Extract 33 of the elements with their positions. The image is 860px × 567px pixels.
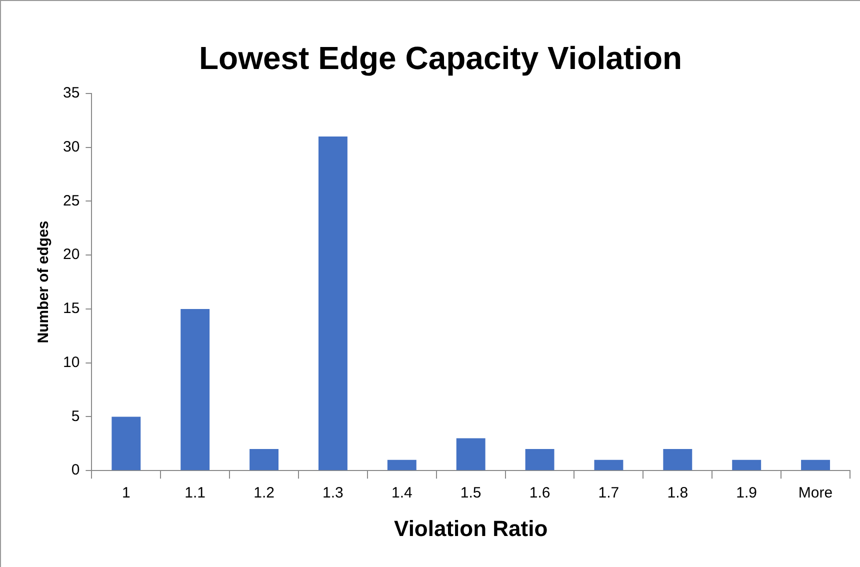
x-tick-label: 1 bbox=[122, 484, 130, 502]
y-tick-label: 5 bbox=[71, 408, 80, 425]
bar bbox=[663, 449, 692, 470]
y-tick-label: 25 bbox=[62, 192, 80, 210]
bar bbox=[112, 416, 141, 470]
x-tick-label: 1.8 bbox=[667, 484, 688, 502]
y-tick-label: 35 bbox=[62, 84, 80, 102]
bar bbox=[387, 460, 416, 470]
x-tick-label: 1.5 bbox=[460, 484, 482, 502]
bar bbox=[456, 438, 486, 470]
bar bbox=[318, 136, 348, 470]
chart-title: Lowest Edge Capacity Violation bbox=[198, 40, 682, 76]
y-tick-label: 30 bbox=[62, 138, 80, 156]
x-tick-label: 1.7 bbox=[598, 484, 620, 502]
x-tick-label: 1.1 bbox=[184, 484, 206, 502]
x-tick-label: 1.6 bbox=[529, 484, 550, 502]
y-tick-label: 15 bbox=[62, 300, 80, 318]
x-tick-label: 1.2 bbox=[254, 484, 274, 502]
x-tick-label: 1.9 bbox=[736, 484, 758, 502]
x-tick-label: 1.3 bbox=[322, 484, 344, 502]
bar bbox=[250, 449, 279, 470]
y-axis-title: Number of edges bbox=[35, 220, 52, 344]
bar bbox=[801, 460, 830, 470]
x-tick-label: 1.4 bbox=[391, 484, 412, 502]
x-tick-label: More bbox=[798, 484, 833, 502]
x-axis-title: Violation Ratio bbox=[394, 516, 548, 541]
y-tick-label: 20 bbox=[62, 246, 80, 264]
bar bbox=[525, 449, 554, 470]
y-tick-label: 10 bbox=[62, 354, 80, 371]
bar bbox=[180, 308, 210, 470]
bar bbox=[594, 460, 624, 470]
y-tick-label: 0 bbox=[71, 462, 80, 479]
bar bbox=[732, 460, 762, 470]
